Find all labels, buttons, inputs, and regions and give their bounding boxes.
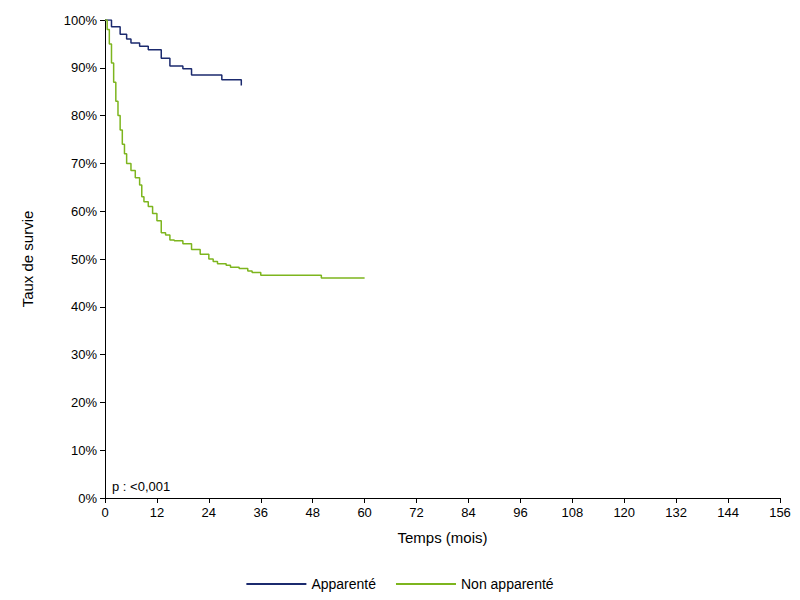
svg-text:156: 156 [769, 505, 791, 520]
svg-text:Non apparenté: Non apparenté [461, 576, 554, 592]
svg-text:70%: 70% [71, 156, 97, 171]
svg-text:60: 60 [357, 505, 371, 520]
svg-text:36: 36 [254, 505, 268, 520]
svg-text:24: 24 [202, 505, 216, 520]
svg-text:100%: 100% [64, 13, 98, 28]
svg-text:72: 72 [409, 505, 423, 520]
svg-text:Taux de survie: Taux de survie [19, 211, 36, 308]
svg-text:144: 144 [717, 505, 739, 520]
svg-text:Apparenté: Apparenté [311, 576, 376, 592]
svg-text:40%: 40% [71, 299, 97, 314]
svg-text:Temps (mois): Temps (mois) [397, 529, 487, 546]
svg-text:p : <0,001: p : <0,001 [112, 479, 170, 494]
svg-text:90%: 90% [71, 60, 97, 75]
svg-text:132: 132 [665, 505, 687, 520]
svg-text:84: 84 [461, 505, 475, 520]
svg-text:0%: 0% [78, 491, 97, 506]
svg-text:12: 12 [150, 505, 164, 520]
svg-text:80%: 80% [71, 108, 97, 123]
svg-text:20%: 20% [71, 395, 97, 410]
svg-text:96: 96 [513, 505, 527, 520]
svg-text:60%: 60% [71, 204, 97, 219]
svg-text:48: 48 [305, 505, 319, 520]
svg-text:108: 108 [561, 505, 583, 520]
svg-text:10%: 10% [71, 443, 97, 458]
svg-text:120: 120 [613, 505, 635, 520]
svg-text:30%: 30% [71, 347, 97, 362]
svg-text:0: 0 [101, 505, 108, 520]
svg-text:50%: 50% [71, 252, 97, 267]
